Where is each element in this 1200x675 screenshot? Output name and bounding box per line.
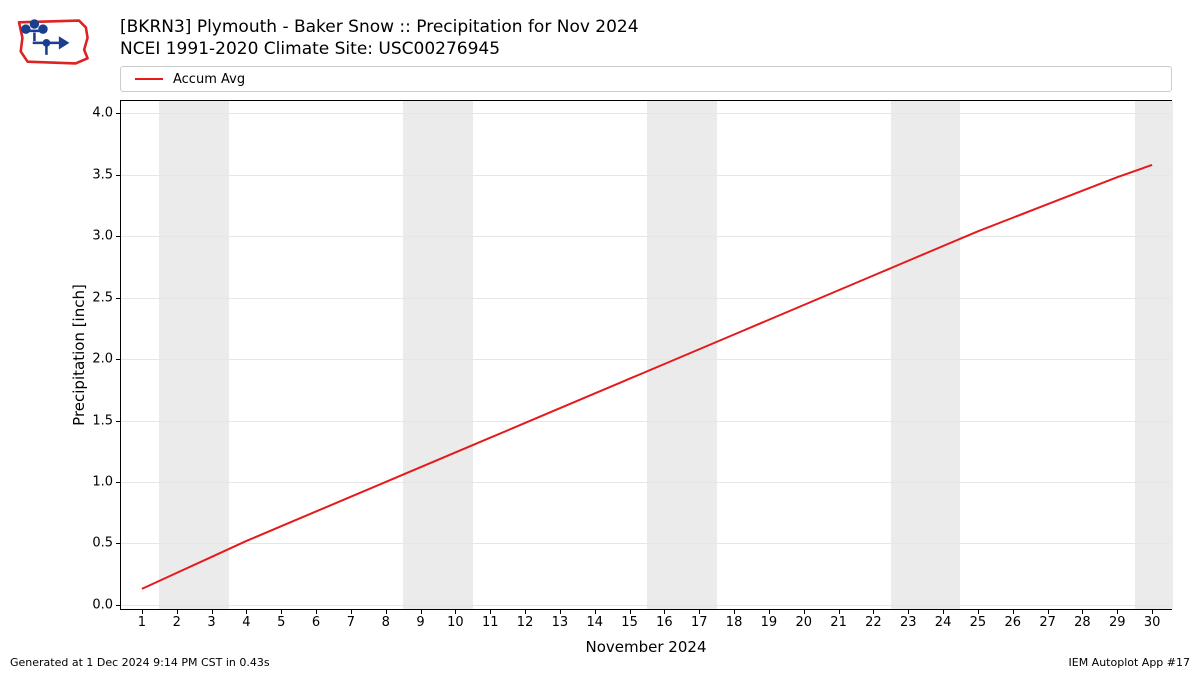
- xtick-label: 22: [865, 609, 882, 630]
- legend-label-accum-avg: Accum Avg: [173, 72, 245, 87]
- footer-generated: Generated at 1 Dec 2024 9:14 PM CST in 0…: [10, 656, 270, 669]
- xtick-label: 9: [416, 609, 424, 630]
- xtick-label: 7: [347, 609, 355, 630]
- ytick-label: 4.0: [92, 106, 121, 121]
- xtick-label: 14: [586, 609, 603, 630]
- xtick-label: 13: [552, 609, 569, 630]
- ytick-label: 0.5: [92, 536, 121, 551]
- xtick-label: 26: [1004, 609, 1021, 630]
- xtick-label: 28: [1074, 609, 1091, 630]
- legend-swatch-accum-avg: [135, 78, 163, 80]
- xtick-label: 19: [761, 609, 778, 630]
- series-accum-avg: [142, 165, 1152, 589]
- xtick-label: 4: [242, 609, 250, 630]
- xtick-label: 29: [1109, 609, 1126, 630]
- xtick-label: 25: [970, 609, 987, 630]
- footer-app: IEM Autoplot App #17: [1069, 656, 1191, 669]
- ytick-label: 3.5: [92, 167, 121, 182]
- xtick-label: 11: [482, 609, 499, 630]
- xtick-label: 15: [621, 609, 638, 630]
- title-line2: NCEI 1991-2020 Climate Site: USC00276945: [120, 38, 639, 60]
- xtick-label: 16: [656, 609, 673, 630]
- xtick-label: 6: [312, 609, 320, 630]
- ytick-label: 2.0: [92, 352, 121, 367]
- xtick-label: 2: [173, 609, 181, 630]
- line-layer: [121, 101, 1171, 609]
- ytick-label: 2.5: [92, 290, 121, 305]
- x-axis-label: November 2024: [586, 638, 707, 656]
- legend: Accum Avg: [120, 66, 1172, 92]
- ytick-label: 1.0: [92, 474, 121, 489]
- xtick-label: 23: [900, 609, 917, 630]
- ytick-label: 0.0: [92, 597, 121, 612]
- ytick-label: 3.0: [92, 229, 121, 244]
- xtick-label: 5: [277, 609, 285, 630]
- plot-area: 0.00.51.01.52.02.53.03.54.01234567891011…: [120, 100, 1172, 610]
- title-line1: [BKRN3] Plymouth - Baker Snow :: Precipi…: [120, 16, 639, 38]
- xtick-label: 10: [447, 609, 464, 630]
- ytick-label: 1.5: [92, 413, 121, 428]
- xtick-label: 17: [691, 609, 708, 630]
- xtick-label: 27: [1039, 609, 1056, 630]
- xtick-label: 8: [382, 609, 390, 630]
- xtick-label: 30: [1144, 609, 1161, 630]
- xtick-label: 1: [138, 609, 146, 630]
- chart-title: [BKRN3] Plymouth - Baker Snow :: Precipi…: [120, 16, 639, 60]
- xtick-label: 24: [935, 609, 952, 630]
- xtick-label: 21: [830, 609, 847, 630]
- y-axis-label: Precipitation [inch]: [70, 284, 88, 426]
- xtick-label: 12: [517, 609, 534, 630]
- xtick-label: 20: [795, 609, 812, 630]
- iem-logo: [10, 12, 100, 72]
- xtick-label: 18: [726, 609, 743, 630]
- xtick-label: 3: [207, 609, 215, 630]
